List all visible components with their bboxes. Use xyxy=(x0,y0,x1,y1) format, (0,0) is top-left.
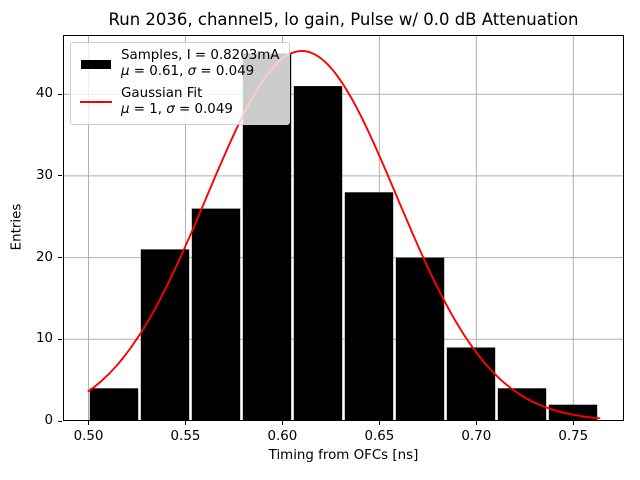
y-tick-mark xyxy=(58,420,62,422)
x-tick-mark xyxy=(88,421,89,425)
gaussian-curve xyxy=(87,49,601,420)
legend-entry-gaussian-fit: Gaussian Fit μ = 1, σ = 0.049 xyxy=(79,86,279,118)
y-axis-label: Entries xyxy=(9,203,25,251)
plot-svg xyxy=(63,35,624,421)
x-tick-mark xyxy=(281,421,283,425)
x-tick-label: 0.55 xyxy=(170,429,201,444)
y-tick-label: 40 xyxy=(35,86,53,102)
x-axis-label: Timing from OFCs [ns] xyxy=(268,448,419,463)
y-tick-mark xyxy=(58,338,62,340)
histogram-bar xyxy=(89,388,139,421)
y-tick-mark xyxy=(58,93,62,95)
y-tick-mark xyxy=(58,257,62,259)
legend-label-samples: Samples, I = 0.8203mA xyxy=(121,48,280,63)
histogram-bar xyxy=(548,404,598,421)
x-tick-mark xyxy=(572,421,574,425)
y-tick-label: 20 xyxy=(35,249,53,265)
histogram-bar xyxy=(344,192,394,421)
plot-area xyxy=(63,35,624,421)
samples-swatch-icon xyxy=(81,59,111,69)
x-tick-label: 0.65 xyxy=(364,429,395,444)
x-tick-mark xyxy=(378,421,380,425)
histogram-bar xyxy=(293,86,343,421)
legend: Samples, I = 0.8203mA μ = 0.61, σ = 0.04… xyxy=(70,42,291,125)
y-tick-mark xyxy=(58,175,62,177)
y-tick-label: 30 xyxy=(35,167,53,183)
histogram-bar xyxy=(191,208,241,421)
legend-stats-samples: μ = 0.61, σ = 0.049 xyxy=(121,64,255,79)
x-tick-label: 0.70 xyxy=(461,429,492,444)
x-tick-label: 0.75 xyxy=(558,429,589,444)
chart-title: Run 2036, channel5, lo gain, Pulse w/ 0.… xyxy=(108,10,579,29)
gaussian-fit-line-icon xyxy=(80,101,112,103)
histogram-bar xyxy=(140,249,190,421)
legend-label-gaussian-fit: Gaussian Fit xyxy=(121,86,203,101)
histogram-bar xyxy=(446,347,496,421)
histogram-bar xyxy=(395,257,445,421)
y-tick-label: 10 xyxy=(35,331,53,347)
legend-entry-samples: Samples, I = 0.8203mA μ = 0.61, σ = 0.04… xyxy=(79,48,279,80)
y-tick-label: 0 xyxy=(44,413,53,428)
x-tick-label: 0.50 xyxy=(73,429,104,444)
x-tick-mark xyxy=(184,421,186,425)
legend-stats-gaussian-fit: μ = 1, σ = 0.049 xyxy=(121,102,233,117)
x-tick-label: 0.60 xyxy=(267,429,298,444)
x-tick-mark xyxy=(475,421,477,425)
axes-frame xyxy=(63,35,624,421)
